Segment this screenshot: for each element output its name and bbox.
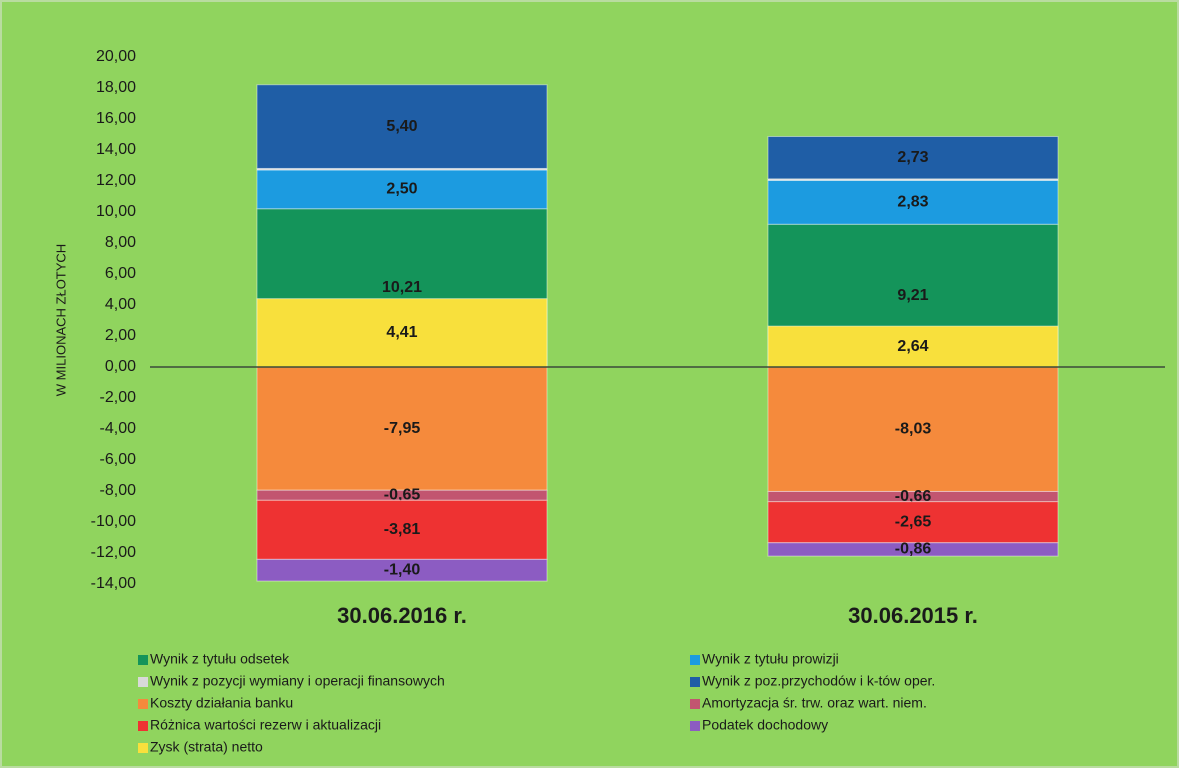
- data-label: -0,86: [895, 541, 932, 558]
- y-axis-title: W MILIONACH ZŁOTYCH: [53, 244, 68, 396]
- data-label: -7,95: [384, 420, 421, 437]
- bar-segment: [256, 84, 548, 169]
- bar-segment: [767, 542, 1059, 557]
- y-tick-label: -14,00: [91, 575, 136, 592]
- data-label: -8,03: [895, 420, 932, 437]
- y-tick-label: -8,00: [100, 482, 137, 499]
- data-label: 4,41: [386, 324, 417, 341]
- x-tick-label: 30.06.2016 r.: [337, 603, 467, 628]
- data-label: 2,50: [386, 181, 417, 198]
- y-tick-label: 12,00: [96, 172, 136, 189]
- legend-label: Wynik z tytułu odsetek: [150, 651, 290, 667]
- legend-swatch: [138, 721, 148, 731]
- legend-label: Zysk (strata) netto: [150, 739, 263, 755]
- bar-segment: [767, 136, 1059, 180]
- bar-segment: [767, 366, 1059, 492]
- y-tick-label: -12,00: [91, 544, 136, 561]
- y-tick-label: 8,00: [105, 234, 136, 251]
- data-label: 2,73: [897, 149, 928, 166]
- y-tick-label: 4,00: [105, 296, 136, 313]
- y-tick-label: 14,00: [96, 141, 136, 158]
- legend-swatch: [690, 677, 700, 687]
- legend-swatch: [138, 655, 148, 665]
- y-tick-label: 10,00: [96, 203, 136, 220]
- legend-label: Różnica wartości rezerw i aktualizacji: [150, 717, 381, 733]
- y-tick-label: 0,00: [105, 358, 136, 375]
- data-label: -2,65: [895, 513, 932, 530]
- legend-swatch: [138, 743, 148, 753]
- bar-segment: [256, 366, 548, 491]
- y-tick-label: 18,00: [96, 79, 136, 96]
- y-tick-label: 2,00: [105, 327, 136, 344]
- legend-label: Amortyzacja śr. trw. oraz wart. niem.: [702, 695, 927, 711]
- y-tick-label: -6,00: [100, 451, 137, 468]
- legend-swatch: [138, 677, 148, 687]
- y-tick-label: -4,00: [100, 420, 137, 437]
- x-tick-label: 30.06.2015 r.: [848, 603, 978, 628]
- bar-segment: [256, 558, 548, 582]
- y-tick-label: -2,00: [100, 389, 137, 406]
- data-label: 10,21: [382, 279, 422, 296]
- data-label: -3,81: [384, 521, 421, 538]
- data-label: 2,83: [897, 194, 928, 211]
- bar-segment: [256, 499, 548, 560]
- y-tick-label: 6,00: [105, 265, 136, 282]
- legend-label: Podatek dochodowy: [702, 717, 828, 733]
- data-label: -0,65: [384, 486, 421, 503]
- legend-label: Koszty działania banku: [150, 695, 293, 711]
- data-label: -0,66: [895, 488, 932, 505]
- y-tick-label: -10,00: [91, 513, 136, 530]
- legend-label: Wynik z poz.przychodów i k-tów oper.: [702, 673, 935, 689]
- y-tick-label: 20,00: [96, 48, 136, 65]
- bar-segment: [256, 298, 548, 368]
- legend-swatch: [690, 699, 700, 709]
- data-label: 9,21: [897, 287, 928, 304]
- legend-swatch: [690, 655, 700, 665]
- legend-label: Wynik z pozycji wymiany i operacji finan…: [150, 673, 445, 689]
- legend-swatch: [690, 721, 700, 731]
- bar-segment: [767, 179, 1059, 225]
- data-label: 5,40: [386, 118, 417, 135]
- data-label: -1,40: [384, 561, 421, 578]
- y-tick-label: 16,00: [96, 110, 136, 127]
- bar-segment: [767, 325, 1059, 368]
- bar-segment: [767, 501, 1059, 544]
- legend-label: Wynik z tytułu prowizji: [702, 651, 839, 667]
- legend-swatch: [138, 699, 148, 709]
- data-label: 2,64: [897, 338, 928, 355]
